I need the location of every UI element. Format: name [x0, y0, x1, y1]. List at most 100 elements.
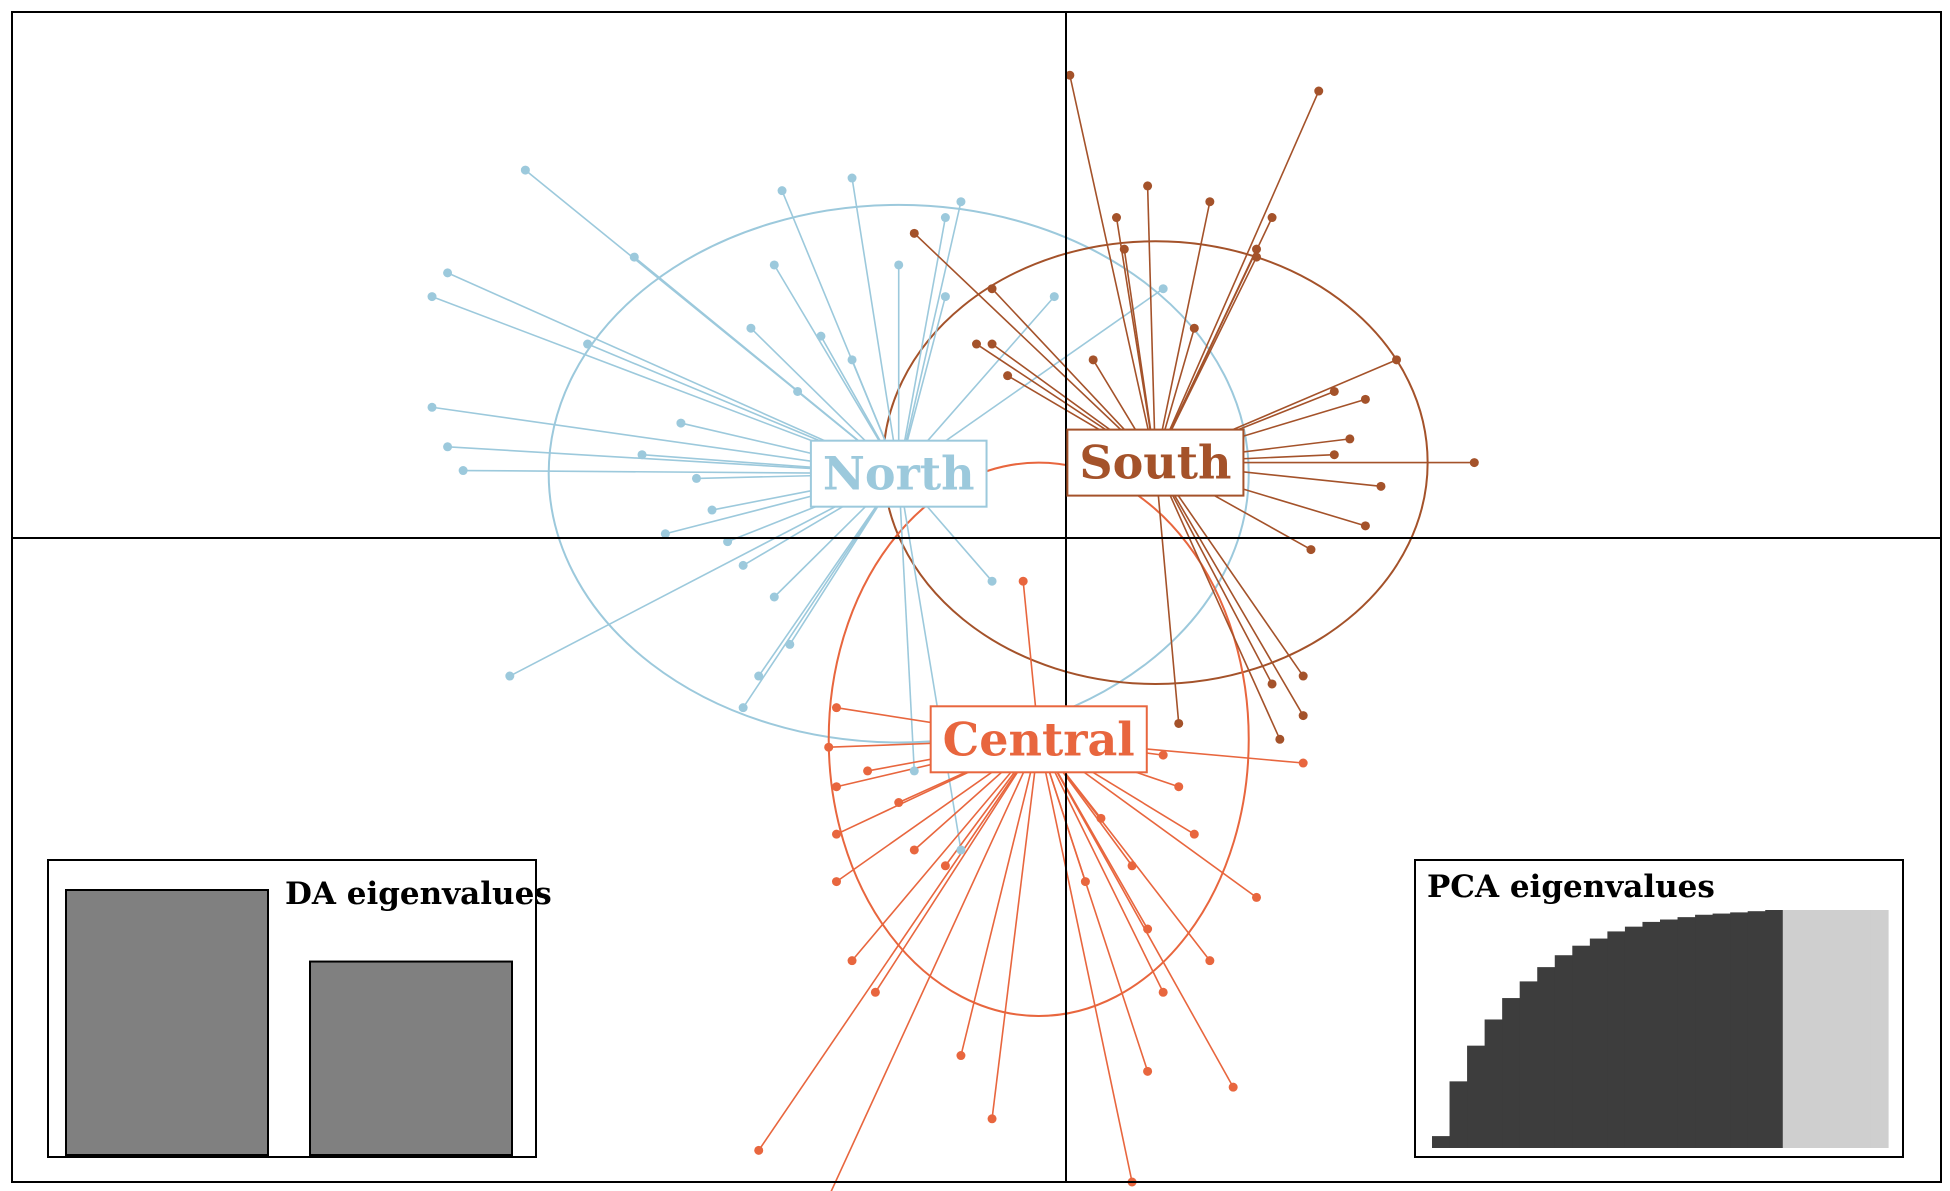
north-point — [1158, 284, 1168, 294]
pca-eigenvalue-bar — [1852, 910, 1872, 1148]
south-point — [1275, 734, 1285, 744]
south-point — [1329, 386, 1339, 396]
north-point — [629, 252, 639, 262]
central-point — [1143, 1066, 1153, 1076]
south-ray — [1154, 462, 1281, 740]
pca-eigenvalue-bar — [1624, 926, 1644, 1148]
south-point — [1298, 671, 1308, 681]
north-point — [1049, 292, 1059, 302]
central-point — [1096, 813, 1106, 823]
north-point — [894, 260, 904, 270]
north-label-box — [809, 439, 988, 508]
central-point — [1228, 1082, 1238, 1092]
south-point — [987, 284, 997, 294]
north-point — [940, 213, 950, 223]
central-point — [831, 877, 841, 887]
south-point — [1314, 86, 1324, 96]
pca-eigenvalue-bar — [1800, 910, 1819, 1148]
pca-eigenvalue-bar — [1537, 967, 1556, 1148]
north-point — [583, 339, 593, 349]
central-point — [824, 742, 834, 752]
central-label-group: Central — [929, 705, 1148, 774]
pca-eigenvalue-bar — [1607, 931, 1626, 1148]
north-point — [691, 473, 701, 483]
north-point — [520, 165, 530, 175]
north-point — [660, 529, 670, 539]
pca-eigenvalue-bar — [1449, 1081, 1468, 1148]
central-point — [847, 956, 857, 966]
south-label-box — [1066, 428, 1245, 497]
central-inertia-ellipse — [827, 461, 1250, 1017]
south-point — [1003, 371, 1013, 381]
north-point — [738, 560, 748, 570]
north-ray — [897, 217, 947, 474]
north-point — [987, 576, 997, 586]
south-point — [1267, 679, 1277, 689]
south-ray — [1154, 462, 1304, 677]
south-label: South — [1079, 436, 1231, 490]
central-label: Central — [943, 712, 1135, 766]
central-ray — [830, 738, 1040, 1191]
group-labels: North South Central — [809, 428, 1245, 774]
north-ray — [897, 201, 962, 474]
north-point — [443, 268, 453, 278]
da-bars — [65, 889, 513, 1156]
pca-eigenvalue-bar — [1730, 912, 1749, 1148]
central-point — [863, 766, 873, 776]
south-point — [1392, 355, 1402, 365]
central-point — [831, 782, 841, 792]
pca-bars — [1432, 910, 1889, 1148]
north-point — [723, 537, 733, 547]
pca-eigenvalues-inset: PCA eigenvalues — [1414, 859, 1904, 1158]
north-ray — [897, 473, 962, 851]
north-ray — [742, 473, 900, 709]
north-point — [505, 671, 515, 681]
north-point — [458, 466, 468, 476]
central-ray — [1037, 739, 1133, 1183]
central-point — [1205, 956, 1215, 966]
north-point — [738, 703, 748, 713]
south-ray — [1154, 462, 1180, 724]
south-point — [1252, 252, 1262, 262]
pca-eigenvalue-bar — [1765, 910, 1784, 1148]
south-point — [1088, 355, 1098, 365]
central-point — [1127, 861, 1137, 871]
central-point — [1174, 782, 1184, 792]
central-point — [1018, 576, 1028, 586]
south-label-group: South — [1066, 428, 1245, 497]
da-eigenvalue-bar — [309, 960, 513, 1156]
central-label-box — [929, 705, 1148, 774]
south-ray — [1154, 201, 1211, 463]
north-point — [769, 592, 779, 602]
central-point — [894, 798, 904, 808]
central-point — [1158, 987, 1168, 997]
north-point — [676, 418, 686, 428]
pca-eigenvalue-bar — [1817, 910, 1836, 1148]
pca-eigenvalue-bar — [1677, 917, 1696, 1148]
south-point — [1267, 213, 1277, 223]
pca-eigenvalue-bar — [1554, 955, 1573, 1148]
south-point — [1360, 394, 1370, 404]
north-point — [427, 292, 437, 302]
south-point — [1469, 458, 1479, 468]
pca-eigenvalue-bar — [1572, 945, 1591, 1148]
south-point — [1345, 434, 1355, 444]
north-label: North — [823, 447, 975, 501]
south-point — [972, 339, 981, 349]
pca-eigenvalue-bar — [1467, 1045, 1486, 1148]
south-point — [1329, 450, 1339, 460]
north-inertia-ellipse — [547, 203, 1250, 744]
south-point — [1065, 70, 1075, 80]
south-point — [1298, 711, 1308, 721]
pca-eigenvalue-bar — [1519, 981, 1538, 1148]
pca-eigenvalue-bar — [1589, 938, 1608, 1148]
north-point — [427, 402, 437, 412]
north-point — [637, 450, 647, 460]
north-point — [707, 505, 717, 515]
central-ray — [991, 739, 1040, 1119]
da-eigenvalue-bar — [65, 889, 269, 1156]
central-point — [1143, 924, 1153, 934]
central-point — [1080, 877, 1090, 887]
south-point — [1306, 545, 1316, 555]
